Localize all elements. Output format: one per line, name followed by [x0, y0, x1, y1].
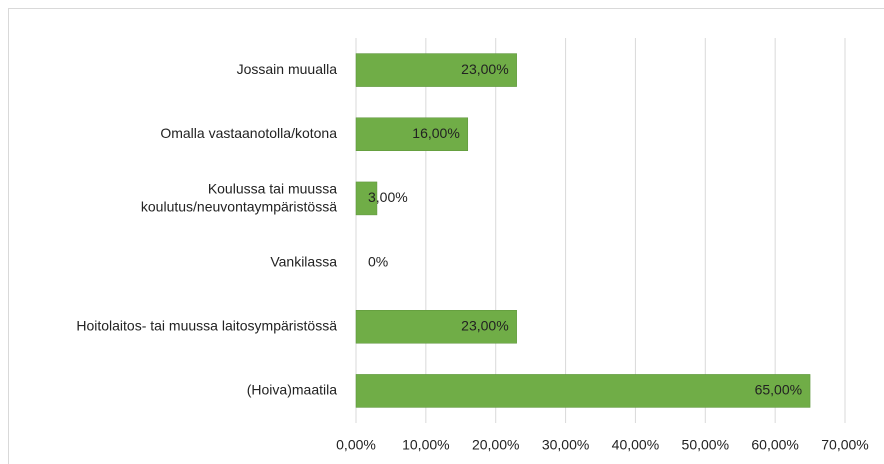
data-label: 65,00% — [755, 382, 802, 398]
x-tick-label: 40,00% — [612, 437, 659, 453]
x-tick-label: 50,00% — [682, 437, 729, 453]
chart-frame — [8, 8, 884, 464]
bar — [355, 310, 517, 344]
data-label: 3,00% — [368, 189, 408, 205]
x-tick-label: 70,00% — [821, 437, 868, 453]
y-tick-label: Vankilassa — [270, 253, 337, 269]
x-tick-label: 10,00% — [402, 437, 449, 453]
data-label: 23,00% — [461, 61, 508, 77]
data-label: 0% — [368, 253, 388, 269]
bar — [355, 181, 378, 216]
x-tick-label: 60,00% — [751, 437, 798, 453]
bar — [355, 117, 469, 151]
x-tick-label: 0,00% — [336, 437, 376, 453]
y-tick-label: Koulussa tai muussa koulutus/neuvontaymp… — [137, 180, 337, 214]
x-tick-label: 20,00% — [472, 437, 519, 453]
y-tick-label: Omalla vastaanotolla/kotona — [160, 125, 337, 141]
data-label: 16,00% — [412, 125, 459, 141]
x-tick-label: 30,00% — [542, 437, 589, 453]
y-tick-label: Jossain muualla — [237, 61, 338, 77]
bar — [355, 53, 517, 87]
y-tick-label: Hoitolaitos- tai muussa laitosympäristös… — [76, 317, 337, 333]
y-tick-label: (Hoiva)maatila — [247, 382, 337, 398]
bar — [355, 374, 811, 408]
data-label: 23,00% — [461, 317, 508, 333]
